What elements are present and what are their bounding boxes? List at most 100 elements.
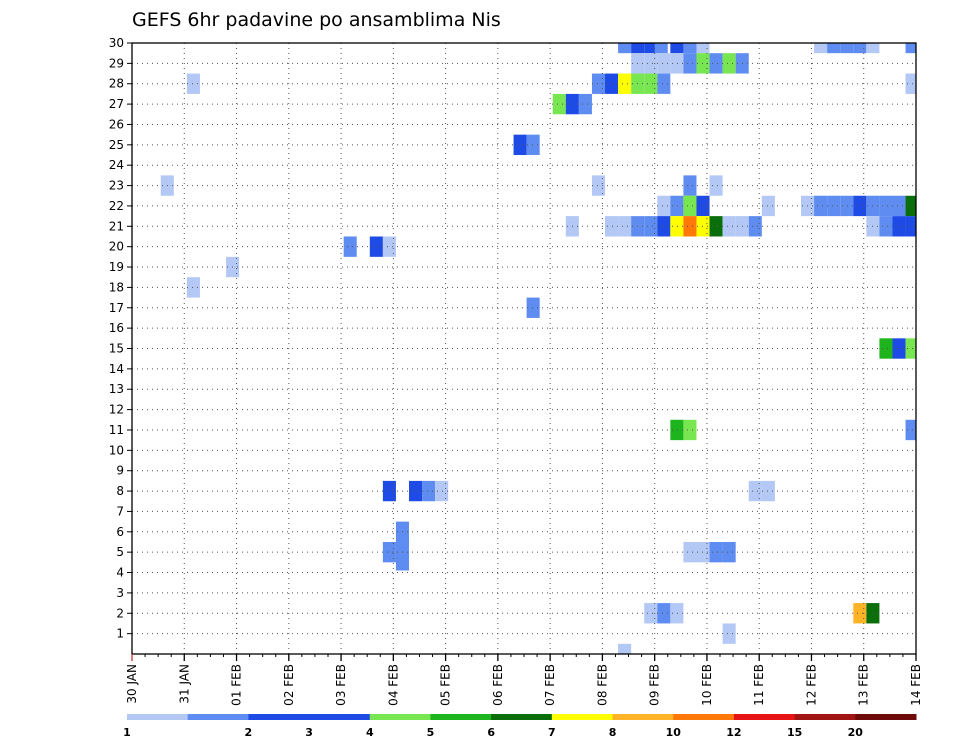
colorbar-swatch	[551, 714, 614, 720]
heatmap-cell	[722, 216, 736, 237]
gridlines	[132, 42, 917, 654]
y-tick-label: 9	[116, 464, 124, 478]
heatmap-cell	[905, 419, 916, 441]
heatmap-cell	[905, 338, 916, 359]
heatmap-cell	[618, 216, 632, 237]
heatmap-cell	[605, 73, 619, 94]
colorbar-swatch	[430, 714, 492, 720]
heatmap-cell	[654, 43, 668, 54]
heatmap-cell	[382, 480, 396, 502]
colorbar-swatch	[309, 714, 371, 720]
heatmap-cell	[892, 216, 906, 237]
heatmap-cell	[696, 195, 710, 217]
heatmap-cell	[644, 73, 658, 94]
heatmap-cell	[683, 419, 697, 441]
heatmap-cell	[657, 195, 671, 217]
y-tick-label: 23	[109, 179, 124, 193]
y-tick-label: 22	[109, 199, 124, 213]
y-tick-label: 20	[109, 240, 124, 254]
heatmap-cell	[905, 216, 916, 237]
heatmap-cell	[670, 216, 684, 237]
heatmap-cell	[827, 195, 841, 217]
heatmap-cell	[696, 541, 710, 563]
colorbar-label: 2	[245, 726, 253, 739]
x-tick-label: 30 JAN	[125, 664, 139, 704]
y-tick-label: 17	[109, 301, 124, 315]
heatmap-cell	[840, 43, 854, 54]
x-tick-label: 31 JAN	[177, 664, 191, 704]
heatmap-cell	[892, 195, 906, 217]
heatmap-cell	[657, 216, 671, 237]
heatmap-cell	[605, 216, 619, 237]
chart-title: GEFS 6hr padavine po ansamblima Nis	[132, 9, 501, 31]
colorbar-swatch	[369, 714, 431, 720]
y-tick-label: 19	[109, 260, 124, 274]
heatmap-cell	[683, 53, 697, 74]
heatmap-cell	[683, 216, 697, 237]
y-tick-label: 30	[109, 36, 124, 50]
heatmap-cell	[866, 43, 880, 54]
heatmap-cell	[696, 43, 710, 54]
heatmap-cell	[657, 603, 671, 624]
heatmap-cell	[827, 43, 841, 54]
heatmap-cell	[343, 236, 357, 257]
heatmap-cell	[814, 195, 828, 217]
heatmap-cell	[905, 43, 916, 54]
y-tick-label: 10	[109, 443, 124, 457]
colorbar-swatch	[187, 714, 249, 720]
heatmap-cell	[644, 43, 658, 54]
x-tick-label: 14 FEB	[909, 664, 923, 706]
heatmap-cell	[513, 134, 527, 156]
y-tick-label: 24	[109, 158, 124, 172]
y-tick-label: 2	[116, 606, 124, 620]
colorbar-swatch	[794, 714, 856, 720]
y-tick-label: 28	[109, 77, 124, 91]
y-tick-label: 5	[116, 545, 124, 559]
heatmap-cell	[591, 175, 606, 196]
heatmap-cell	[409, 480, 423, 502]
y-axis: 1234567891011121314151617181920212223242…	[109, 36, 132, 641]
y-tick-label: 15	[109, 342, 124, 356]
heatmap-cell	[696, 53, 710, 74]
x-tick-label: 11 FEB	[752, 664, 766, 706]
heatmap-cell	[631, 43, 645, 54]
heatmap-cell	[696, 216, 710, 237]
heatmap-cell	[644, 216, 658, 237]
heatmap-cell	[709, 53, 723, 74]
heatmap-cells	[160, 43, 916, 654]
y-tick-label: 8	[116, 484, 124, 498]
x-tick-label: 12 FEB	[804, 664, 818, 706]
y-tick-label: 26	[109, 117, 124, 131]
colorbar-swatch	[855, 714, 917, 720]
colorbar-swatch	[248, 714, 310, 720]
x-tick-label: 09 FEB	[648, 664, 662, 706]
colorbar: 1 2 3 4 5 6 7 8 10 12 15 20	[123, 714, 917, 739]
heatmap-cell	[670, 419, 684, 441]
heatmap-cell	[722, 53, 736, 74]
heatmap-cell	[382, 541, 396, 563]
heatmap-cell	[879, 216, 893, 237]
x-tick-label: 02 FEB	[282, 664, 296, 706]
heatmap-cell	[618, 73, 632, 94]
heatmap-cell	[670, 603, 684, 624]
colorbar-label: 6	[487, 726, 495, 739]
y-tick-label: 21	[109, 219, 124, 233]
heatmap-cell	[709, 175, 723, 196]
heatmap-cell	[840, 195, 854, 217]
heatmap-cell	[683, 541, 697, 563]
x-tick-label: 06 FEB	[491, 664, 505, 706]
y-tick-label: 11	[109, 423, 124, 437]
x-tick-label: 04 FEB	[386, 664, 400, 706]
heatmap-cell	[657, 73, 671, 94]
y-tick-label: 25	[109, 138, 124, 152]
heatmap-cell	[618, 43, 632, 54]
heatmap-cell	[670, 53, 684, 74]
heatmap-cell	[892, 338, 906, 359]
heatmap-cell	[186, 73, 200, 94]
heatmap-cell	[683, 43, 697, 54]
heatmap-cell	[657, 53, 671, 74]
heatmap-cell	[853, 195, 867, 217]
heatmap-cell	[722, 623, 736, 644]
x-tick-label: 08 FEB	[595, 664, 609, 706]
